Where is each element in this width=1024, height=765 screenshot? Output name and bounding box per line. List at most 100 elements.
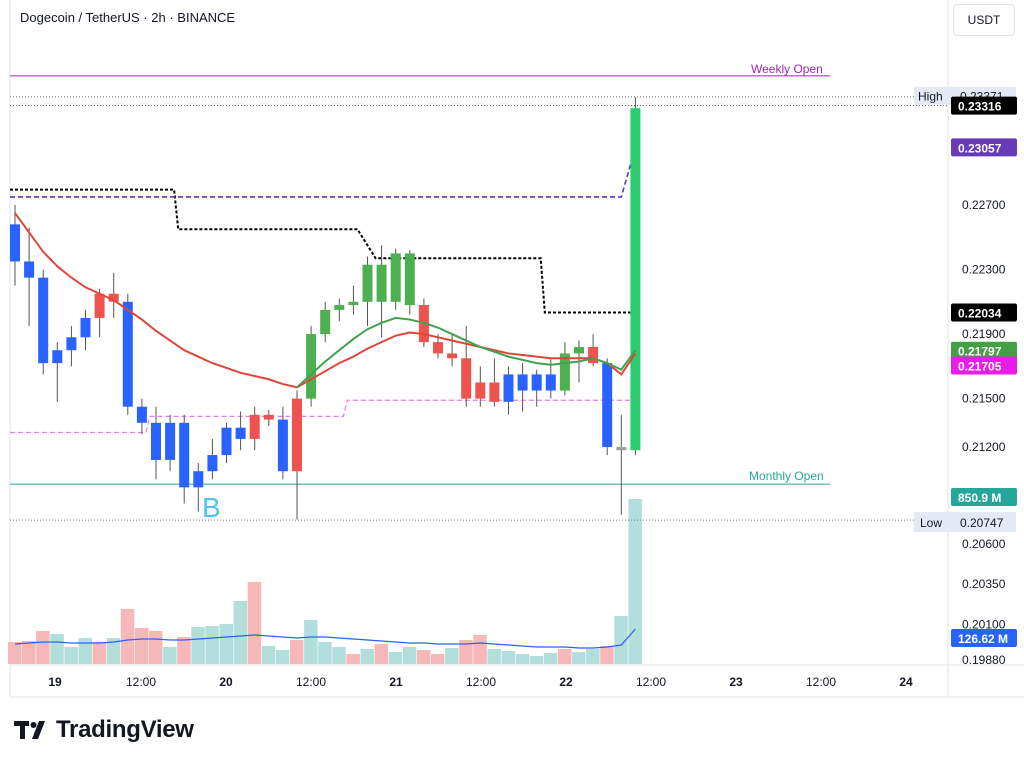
price-tick-label: 0.21500 <box>962 392 1006 406</box>
price-tag-bg <box>951 96 1017 115</box>
price-tick-label: 0.22300 <box>962 263 1006 277</box>
candle-body <box>136 406 147 423</box>
candle-body <box>207 455 218 472</box>
price-tick-label: 0.21900 <box>962 327 1006 341</box>
volume-tag: 850.9 M <box>951 488 1017 506</box>
volume-bar <box>78 638 92 664</box>
candle-body <box>38 277 49 364</box>
volume-bar <box>572 652 586 664</box>
volume-bar <box>219 624 233 664</box>
candle-body <box>531 374 542 391</box>
time-tick-label: 23 <box>729 675 743 689</box>
symbol-title: Dogecoin / TetherUS · 2h · BINANCE <box>20 10 236 25</box>
candle-body <box>447 353 458 359</box>
price-tag-bg <box>951 356 1017 375</box>
volume-bar <box>290 640 304 664</box>
candle-body <box>94 293 105 318</box>
candle-body <box>602 363 613 448</box>
time-tick-label: 24 <box>899 675 913 689</box>
price-tag: 0.21797 <box>951 341 1017 360</box>
volume-tag-bg <box>951 488 1017 506</box>
volume-bar <box>346 654 360 664</box>
tradingview-logo-icon <box>14 721 45 739</box>
low-tag-value: 0.20747 <box>960 516 1004 530</box>
tradingview-logo[interactable]: TradingView <box>14 716 194 744</box>
volume-bar <box>8 642 22 664</box>
candle-body <box>362 264 373 302</box>
volume-bar <box>177 637 191 664</box>
candle-body <box>66 337 77 351</box>
price-tick-label: 0.19880 <box>962 653 1006 667</box>
candle-body <box>404 253 415 306</box>
time-tick-label: 20 <box>219 675 233 689</box>
volume-ma-line <box>14 628 636 649</box>
volume-bar <box>600 646 614 664</box>
candle-body <box>630 108 641 451</box>
pink-dashed-line <box>10 399 640 434</box>
ema-red-line <box>14 212 637 389</box>
high-tag-label: High <box>918 90 943 104</box>
price-tag: 0.23057 <box>951 138 1017 157</box>
candle-body <box>122 301 133 407</box>
volume-bar <box>50 634 64 664</box>
candle-body <box>334 305 345 310</box>
volume-bar <box>247 582 262 664</box>
price-tick-label: 0.20600 <box>962 537 1006 551</box>
candle-body <box>503 374 514 402</box>
volume-bar <box>501 651 515 664</box>
volume-bar <box>614 616 628 664</box>
volume-bar <box>191 627 205 664</box>
candle-body <box>475 382 486 399</box>
price-tag-text: 0.21705 <box>958 360 1002 374</box>
volume-tag-text: 850.9 M <box>958 491 1001 505</box>
candle-body <box>376 264 387 302</box>
candle-body <box>545 374 556 391</box>
time-tick-label: 22 <box>559 675 573 689</box>
candle-body <box>588 346 599 364</box>
candle-body <box>433 342 443 354</box>
volume-ma-tag-bg <box>951 629 1017 647</box>
tradingview-logo-text: TradingView <box>56 716 194 743</box>
time-tick-label: 12:00 <box>466 675 496 689</box>
candle-body <box>574 346 584 354</box>
volume-ma-tag: 126.62 M <box>951 629 1017 647</box>
candle-body <box>249 414 260 439</box>
price-tag-bg <box>951 341 1017 360</box>
candle-body <box>348 301 359 306</box>
low-tag-label: Low <box>920 516 942 530</box>
price-tag-text: 0.22034 <box>958 306 1002 320</box>
volume-bar <box>628 499 642 664</box>
candle-body <box>559 353 570 391</box>
volume-bar <box>205 626 219 664</box>
candle-body <box>263 414 274 420</box>
candle-body <box>24 261 35 278</box>
price-tag-bg <box>951 303 1017 322</box>
candle-body <box>10 224 20 262</box>
candle-body <box>52 350 63 364</box>
price-tag-text: 0.21797 <box>958 345 1002 359</box>
price-tag-bg <box>951 138 1017 157</box>
volume-bar <box>416 650 431 664</box>
time-tick-label: 19 <box>48 675 62 689</box>
volume-bar <box>402 647 417 664</box>
volume-bar <box>106 638 121 664</box>
price-tick-label: 0.21200 <box>962 440 1006 454</box>
volume-bar <box>515 654 530 664</box>
volume-ma-tag-text: 126.62 M <box>958 632 1008 646</box>
volume-bar <box>261 646 276 664</box>
price-tag: 0.23316 <box>951 96 1017 115</box>
annotation-b: B <box>202 492 221 523</box>
price-tick-label: 0.22700 <box>962 198 1006 212</box>
price-tag-text: 0.23057 <box>958 141 1002 155</box>
candle-body <box>179 422 190 488</box>
volume-bars <box>8 499 642 664</box>
volume-bar <box>459 640 473 664</box>
low-tag-bg <box>914 512 1016 533</box>
volume-bar <box>149 631 163 664</box>
candle-body <box>221 427 232 456</box>
volume-bar <box>374 644 389 664</box>
time-tick-label: 21 <box>389 675 403 689</box>
volume-bar <box>388 652 403 664</box>
currency-selector[interactable]: USDT <box>953 4 1015 36</box>
